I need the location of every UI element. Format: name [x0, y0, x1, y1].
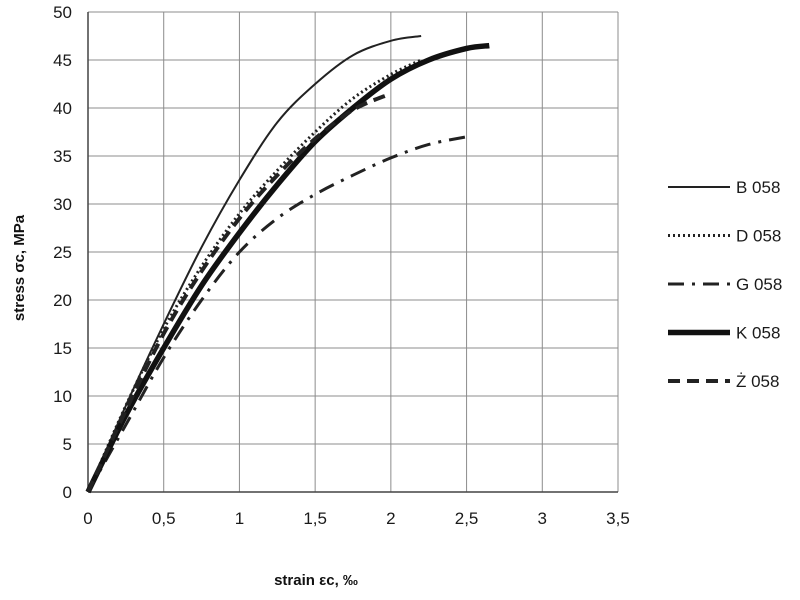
y-tick-label: 15 — [53, 339, 72, 358]
y-tick-label: 25 — [53, 243, 72, 262]
y-tick-label: 30 — [53, 195, 72, 214]
x-tick-label: 2 — [386, 509, 395, 528]
x-tick-label: 1 — [235, 509, 244, 528]
x-tick-label: 0,5 — [152, 509, 176, 528]
y-tick-label: 45 — [53, 51, 72, 70]
y-tick-label: 5 — [63, 435, 72, 454]
x-axis-title: strain εc, ‰ — [274, 572, 358, 589]
x-tick-label: 3,5 — [606, 509, 630, 528]
series-line-5 — [86, 91, 392, 493]
series-lines — [85, 35, 490, 494]
legend-label: G 058 — [736, 275, 782, 294]
x-tick-label: 0 — [83, 509, 92, 528]
y-tick-label: 50 — [53, 3, 72, 22]
x-tick-label: 3 — [538, 509, 547, 528]
legend-label: B 058 — [736, 178, 780, 197]
y-axis-title: stress σc, MPa — [11, 214, 28, 321]
x-tick-label: 2,5 — [455, 509, 479, 528]
series-line-2 — [86, 58, 422, 493]
grid — [87, 11, 619, 493]
tick-labels: 0 0,5 1 1,5 2 2,5 3 3,5 0 5 10 15 20 25 30 35 40 45 50 — [53, 3, 630, 528]
y-tick-label: 10 — [53, 387, 72, 406]
y-tick-label: 40 — [53, 99, 72, 118]
legend-label: K 058 — [736, 324, 780, 343]
series-line-4 — [85, 42, 490, 494]
y-tick-label: 35 — [53, 147, 72, 166]
series-line-1 — [87, 35, 422, 493]
x-tick-label: 1,5 — [303, 509, 327, 528]
legend-label: D 058 — [736, 227, 781, 246]
y-tick-label: 0 — [63, 483, 72, 502]
y-tick-label: 20 — [53, 291, 72, 310]
series-line-3 — [86, 135, 467, 493]
legend: B 058 D 058 G 058 K 058 Ż 058 — [668, 178, 782, 391]
legend-label: Ż 058 — [736, 372, 779, 391]
